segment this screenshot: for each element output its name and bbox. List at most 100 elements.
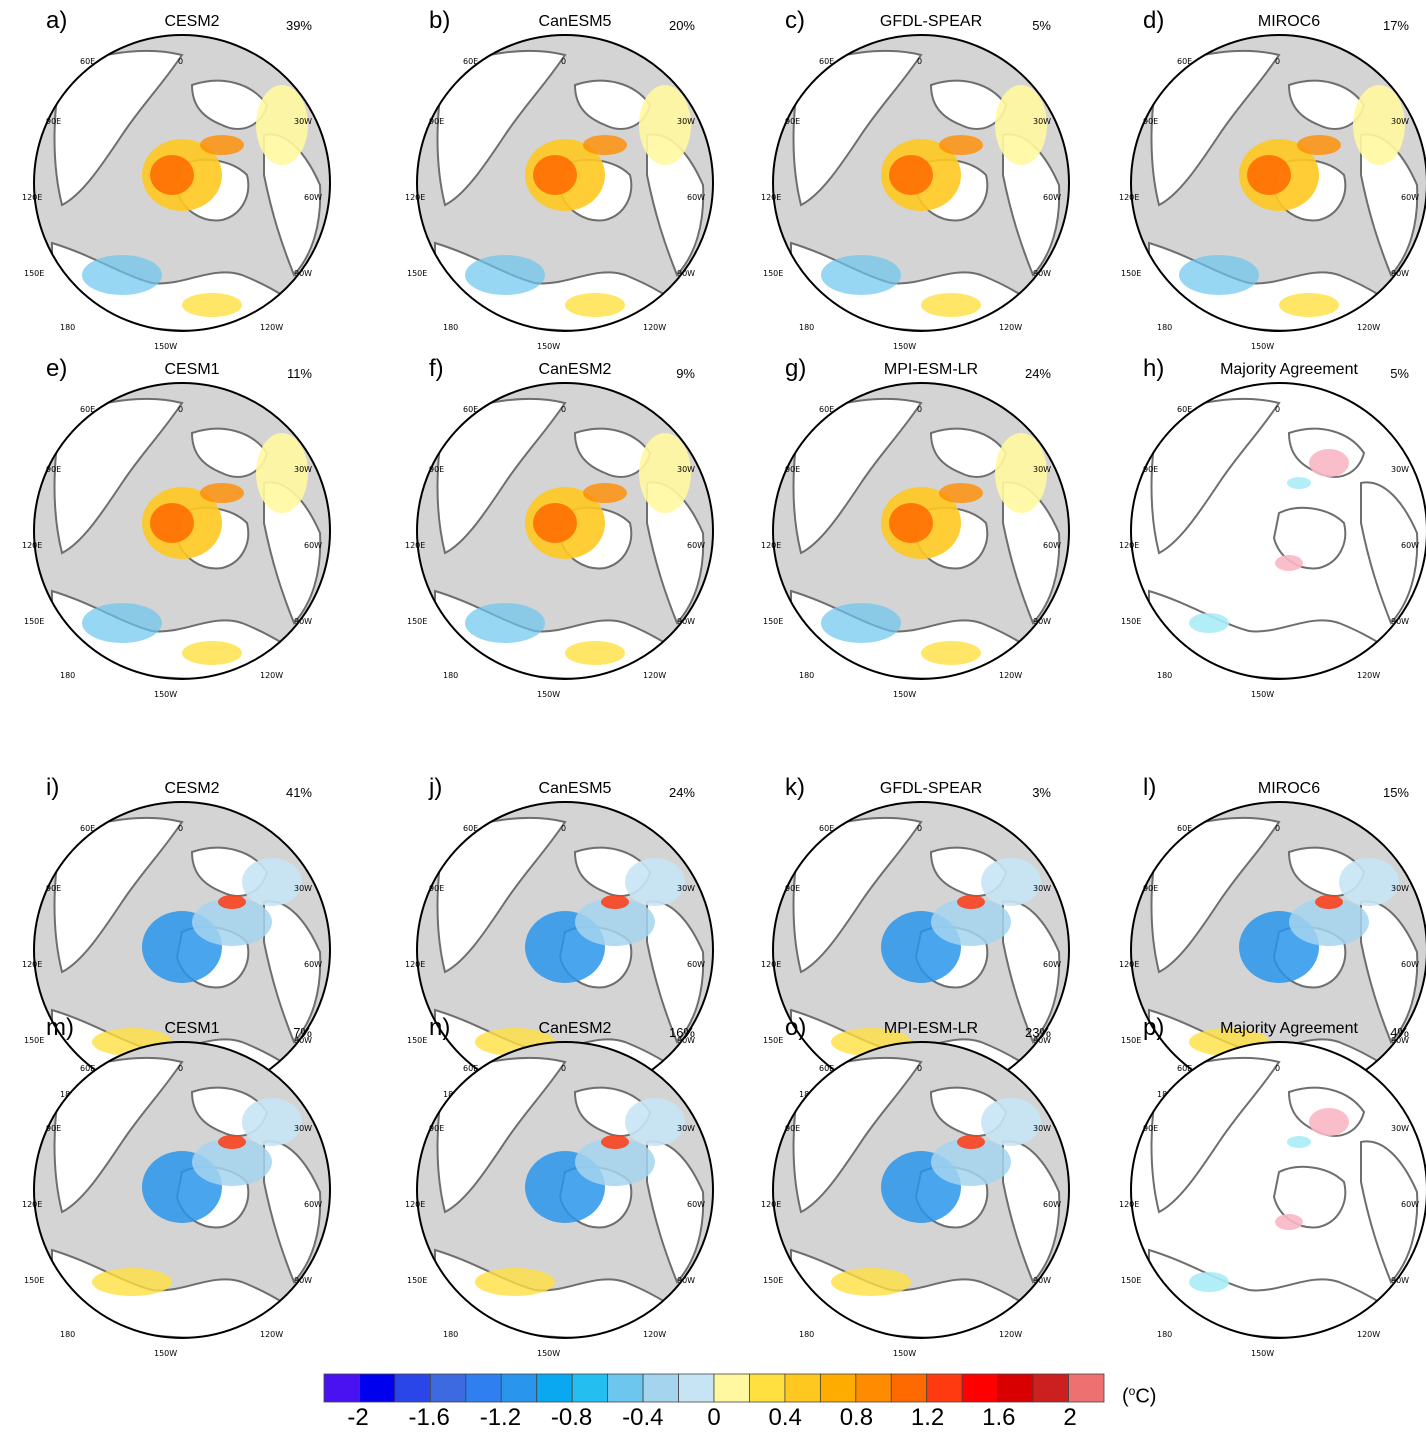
coastline (792, 49, 923, 207)
agreement-cool (1287, 1136, 1311, 1148)
anomaly-weak-warm (921, 641, 981, 665)
longitude-label: 30W (1391, 117, 1410, 126)
longitude-label: 60W (304, 960, 323, 969)
colorbar-swatch (536, 1373, 573, 1403)
map-panel: g) MPI-ESM-LR 24% 60E 0 90E 30W 120E 60W 150E 90W 1… (741, 355, 1070, 699)
map-panel: m) CESM1 7% 60E 0 90E 30W 120E 60W 150E 90W 180 120W… (2, 1014, 331, 1358)
longitude-label: 60W (1401, 193, 1420, 202)
panel-percent: 11% (286, 366, 312, 381)
anomaly-weak-cool (1339, 858, 1399, 906)
colorbar-tick: -2 (347, 1404, 369, 1431)
longitude-label: 30W (1033, 465, 1052, 474)
panel-letter: n) (429, 1014, 451, 1041)
panel-letter: d) (1143, 7, 1165, 34)
longitude-label: 120W (260, 323, 284, 332)
longitude-label: 60E (80, 1064, 96, 1073)
longitude-label: 150W (893, 342, 917, 351)
coastline (53, 816, 184, 974)
longitude-label: 0 (178, 824, 184, 833)
anomaly-weak-warm (565, 293, 625, 317)
longitude-label: 90E (46, 1124, 62, 1133)
agreement-cool (1189, 1272, 1229, 1292)
anomaly-weak-warm (831, 1268, 911, 1296)
colorbar-tick: -0.8 (550, 1404, 593, 1431)
map-panel: o) MPI-ESM-LR 23% 60E 0 90E 30W 120E 60W 150E 90W 1… (741, 1014, 1070, 1358)
longitude-label: 150E (763, 617, 784, 626)
colorbar-swatch (749, 1373, 786, 1403)
longitude-label: 60W (304, 193, 323, 202)
longitude-label: 120E (405, 193, 426, 202)
coastline (1150, 1056, 1281, 1214)
longitude-label: 180 (799, 1330, 815, 1339)
map-border (1130, 382, 1426, 680)
panel-title: GFDL-SPEAR (879, 13, 983, 30)
longitude-label: 90E (1143, 884, 1159, 893)
longitude-label: 30W (1391, 884, 1410, 893)
anomaly-weak-cool (981, 1098, 1041, 1146)
coastline (1150, 816, 1281, 974)
coastline (1002, 900, 1061, 1044)
polar-map (33, 1041, 331, 1339)
panel-letter: c) (785, 7, 805, 34)
longitude-label: 150W (537, 1349, 561, 1358)
anomaly-warm (957, 895, 985, 909)
longitude-label: 150E (24, 1036, 45, 1045)
longitude-label: 120E (1119, 1200, 1140, 1209)
anomaly-weak-cool (1289, 898, 1369, 946)
panel-percent: 5% (1390, 366, 1409, 381)
polar-map (416, 382, 714, 680)
colorbar-swatch (323, 1373, 360, 1403)
anomaly-weak-cool (931, 1138, 1011, 1186)
colorbar-tick: 2 (1063, 1404, 1077, 1431)
longitude-label: 150E (407, 1036, 428, 1045)
agreement-warm (1309, 1108, 1349, 1136)
anomaly-weak-cool (575, 898, 655, 946)
longitude-label: 60E (80, 405, 96, 414)
longitude-label: 90W (294, 1036, 313, 1045)
longitude-label: 90W (1033, 1276, 1052, 1285)
anomaly-weak-warm (921, 293, 981, 317)
longitude-label: 120E (405, 960, 426, 969)
longitude-label: 150E (407, 1276, 428, 1285)
panel-letter: m) (46, 1014, 74, 1041)
anomaly-weak-cool (192, 1138, 272, 1186)
longitude-label: 60W (304, 541, 323, 550)
polar-map (416, 1041, 714, 1339)
map-border (33, 1041, 331, 1339)
panel-letter: o) (785, 1014, 807, 1041)
colorbar-swatch (500, 1373, 538, 1403)
longitude-label: 60E (80, 824, 96, 833)
agreement-warm (1309, 449, 1349, 477)
longitude-label: 180 (799, 671, 815, 680)
anomaly-weak-cool (625, 1098, 685, 1146)
anomaly-warm (601, 1135, 629, 1149)
colorbar-swatch (1068, 1373, 1105, 1403)
colorbar-swatch (642, 1373, 679, 1403)
panel-title: Majority Agreement (1220, 1020, 1358, 1037)
coastline (436, 49, 567, 207)
coastline (1150, 49, 1281, 207)
panel-percent: 20% (668, 18, 695, 33)
longitude-label: 30W (294, 884, 313, 893)
panel-percent: 4% (1390, 1025, 1409, 1040)
panel-title: CESM2 (164, 13, 220, 30)
panel-letter: e) (46, 355, 68, 382)
map-border (33, 382, 331, 680)
longitude-label: 0 (178, 57, 184, 66)
anomaly-warm (200, 135, 244, 155)
longitude-label: 150W (893, 1349, 917, 1358)
polar-map (772, 1041, 1070, 1339)
colorbar-swatch (855, 1373, 892, 1403)
colorbar-swatch (997, 1373, 1034, 1403)
longitude-label: 30W (294, 117, 313, 126)
anomaly-weak-warm (995, 433, 1047, 513)
coastline (573, 427, 652, 478)
panel-title: CanESM5 (538, 780, 612, 797)
panel-percent: 24% (668, 785, 695, 800)
panel-title: MPI-ESM-LR (883, 361, 979, 378)
longitude-label: 90W (677, 1036, 696, 1045)
longitude-label: 90E (46, 117, 62, 126)
longitude-label: 60W (1043, 1200, 1062, 1209)
longitude-label: 90W (1391, 1276, 1410, 1285)
longitude-label: 120W (260, 671, 284, 680)
